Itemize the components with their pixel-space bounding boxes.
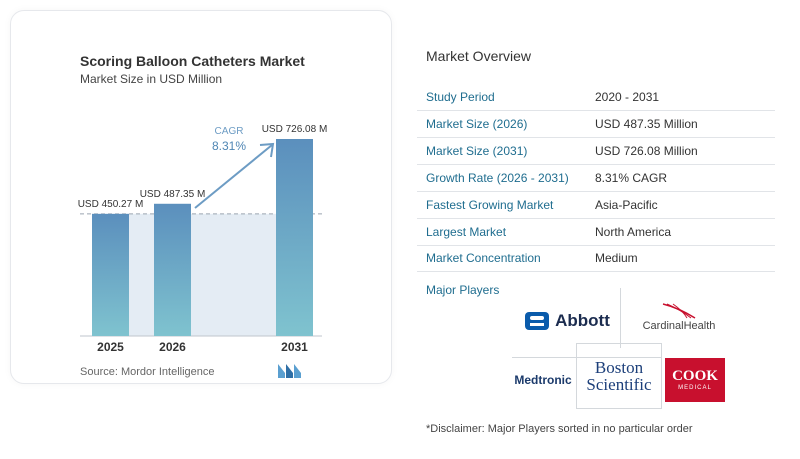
chart-title: Scoring Balloon Catheters Market	[80, 53, 305, 69]
data-label-2031: USD 726.08 M	[262, 124, 328, 135]
medtronic-logo-text: Medtronic	[514, 373, 572, 387]
overview-row: Market Concentration Medium	[417, 245, 775, 273]
major-players-title: Major Players	[426, 283, 500, 297]
overview-value: USD 726.08 Million	[587, 137, 775, 166]
data-label-2025: USD 450.27 M	[78, 199, 144, 210]
overview-row: Market Size (2031) USD 726.08 Million	[417, 137, 775, 166]
overview-value: 8.31% CAGR	[587, 164, 775, 192]
logo-divider	[512, 357, 662, 358]
abbott-logo-text: Abbott	[555, 311, 610, 330]
medical-logo-text: MEDICAL	[678, 384, 712, 391]
overview-value: 2020 - 2031	[587, 84, 775, 112]
boston-logo-text: Boston	[594, 358, 644, 377]
logo-divider	[576, 408, 662, 409]
cook-medical-logo: COOK MEDICAL	[665, 358, 725, 402]
x-tick-2026: 2026	[159, 340, 186, 354]
source-text: Source: Mordor Intelligence	[80, 366, 215, 378]
overview-row: Largest Market North America	[417, 218, 775, 246]
overview-row: Growth Rate (2026 - 2031) 8.31% CAGR	[417, 164, 775, 192]
bar-2026	[154, 203, 191, 336]
cook-logo-text: COOK	[672, 367, 718, 384]
disclaimer-text: *Disclaimer: Major Players sorted in no …	[426, 423, 693, 435]
logo-divider	[620, 288, 621, 348]
cardinal-swoosh-icon	[662, 303, 696, 319]
overview-key: Largest Market	[417, 218, 587, 246]
logo-divider	[576, 343, 662, 344]
scientific-logo-text: Scientific	[586, 375, 652, 394]
overview-value: North America	[587, 218, 775, 246]
bar-chart: USD 450.27 M 2025 USD 487.35 M 2026 USD 726.…	[78, 124, 328, 354]
overview-row: Market Size (2026) USD 487.35 Million	[417, 110, 775, 139]
overview-row: Fastest Growing Market Asia-Pacific	[417, 191, 775, 219]
overview-key: Market Size (2026)	[417, 110, 587, 139]
overview-key: Study Period	[417, 84, 587, 112]
x-tick-2031: 2031	[281, 340, 308, 354]
cagr-label: CAGR	[215, 126, 244, 137]
cagr-value: 8.31%	[212, 139, 246, 153]
cardinal-health-logo: CardinalHealth	[624, 292, 734, 342]
growth-shade	[129, 213, 276, 336]
logo-divider	[576, 343, 577, 409]
overview-value: Asia-Pacific	[587, 191, 775, 219]
logo-divider	[661, 343, 662, 409]
overview-key: Market Concentration	[417, 245, 587, 273]
chart-subtitle: Market Size in USD Million	[80, 72, 223, 86]
overview-row: Study Period 2020 - 2031	[417, 84, 775, 112]
bar-2025	[92, 213, 129, 336]
overview-key: Market Size (2031)	[417, 137, 587, 166]
overview-key: Growth Rate (2026 - 2031)	[417, 164, 587, 192]
medtronic-logo: Medtronic	[512, 364, 574, 396]
boston-scientific-logo: Boston Scientific	[578, 346, 660, 406]
data-label-2026: USD 487.35 M	[140, 189, 206, 200]
market-overview-table: Study Period 2020 - 2031 Market Size (2026…	[417, 84, 775, 273]
abbott-mark-icon	[525, 312, 550, 330]
x-tick-2025: 2025	[97, 340, 124, 354]
overview-value: USD 487.35 Million	[587, 110, 775, 139]
abbott-logo: Abbott	[512, 296, 622, 346]
market-overview-title: Market Overview	[426, 48, 532, 64]
overview-value: Medium	[587, 245, 775, 273]
overview-key: Fastest Growing Market	[417, 191, 587, 219]
cagr-arrow	[194, 142, 275, 209]
cardinal-logo-text: CardinalHealth	[642, 320, 716, 332]
bar-2031	[276, 139, 313, 336]
mordor-logo-icon	[278, 364, 301, 378]
